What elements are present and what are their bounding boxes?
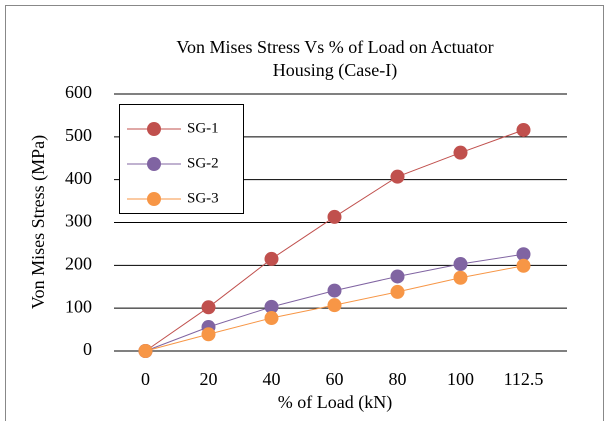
chart-frame bbox=[5, 5, 604, 421]
data-point bbox=[453, 145, 468, 160]
legend-label: SG-1 bbox=[187, 120, 219, 136]
x-tick-label: 60 bbox=[326, 369, 344, 389]
data-point bbox=[390, 284, 405, 299]
data-point bbox=[264, 251, 279, 266]
data-point bbox=[327, 209, 342, 224]
x-tick-label: 20 bbox=[200, 369, 218, 389]
y-tick-label: 200 bbox=[65, 253, 92, 273]
data-point bbox=[516, 258, 531, 273]
legend-box bbox=[119, 104, 244, 214]
x-axis-label: % of Load (kN) bbox=[278, 392, 392, 413]
data-point bbox=[138, 344, 153, 358]
legend-marker bbox=[147, 122, 161, 136]
data-point bbox=[201, 327, 216, 342]
data-point bbox=[453, 270, 468, 285]
y-tick-label: 400 bbox=[65, 168, 92, 188]
chart-title: Housing (Case-I) bbox=[273, 60, 397, 81]
x-tick-label: 80 bbox=[389, 369, 407, 389]
x-tick-label: 40 bbox=[263, 369, 281, 389]
y-axis-label: Von Mises Stress (MPa) bbox=[28, 135, 49, 309]
x-tick-label: 100 bbox=[447, 369, 474, 389]
data-point bbox=[516, 122, 531, 137]
y-tick-label: 0 bbox=[83, 339, 92, 359]
data-point bbox=[390, 169, 405, 184]
data-point bbox=[201, 300, 216, 315]
data-point bbox=[327, 283, 342, 298]
y-tick-label: 500 bbox=[65, 125, 92, 145]
y-tick-label: 600 bbox=[65, 82, 92, 102]
data-point bbox=[264, 311, 279, 326]
y-tick-label: 300 bbox=[65, 211, 92, 231]
legend-marker bbox=[147, 192, 161, 206]
data-point bbox=[453, 257, 468, 272]
data-point bbox=[390, 269, 405, 284]
y-tick-label: 100 bbox=[65, 296, 92, 316]
legend-marker bbox=[147, 157, 161, 171]
data-point bbox=[516, 247, 531, 262]
data-point bbox=[327, 298, 342, 313]
data-point bbox=[264, 299, 279, 314]
legend-label: SG-3 bbox=[187, 190, 219, 206]
x-tick-label: 0 bbox=[141, 369, 150, 389]
x-tick-label: 112.5 bbox=[504, 369, 544, 389]
legend-label: SG-2 bbox=[187, 155, 219, 171]
chart-title: Von Mises Stress Vs % of Load on Actuato… bbox=[176, 37, 493, 57]
